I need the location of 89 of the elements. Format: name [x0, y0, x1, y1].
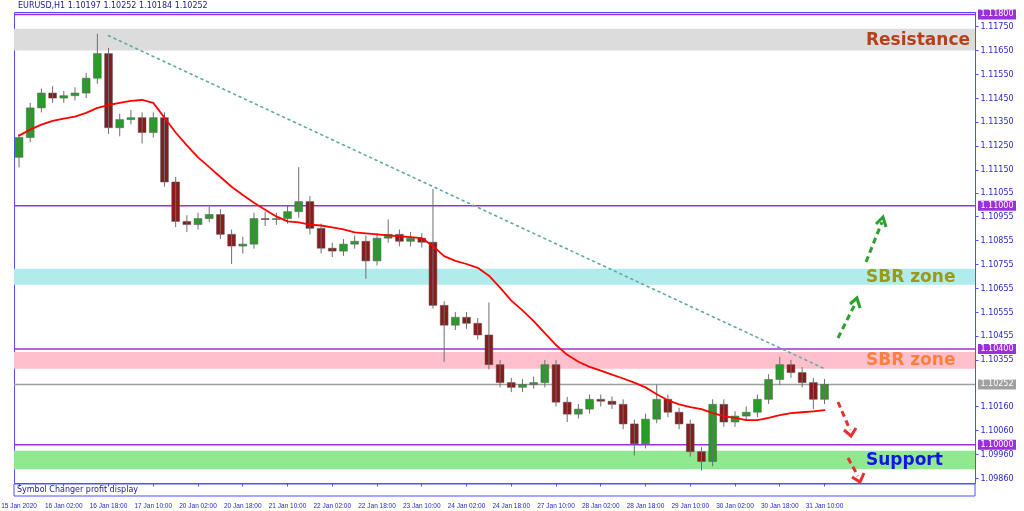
candlestick: [507, 377, 516, 393]
y-tick-label: 1.10755: [980, 259, 1014, 269]
ref-line-label: 1.10000: [980, 439, 1014, 449]
candlestick: [518, 378, 527, 393]
candlestick: [473, 317, 482, 341]
candlestick: [719, 398, 729, 428]
candlestick: [462, 311, 471, 330]
candlestick: [764, 373, 773, 405]
candlestick: [160, 111, 169, 188]
candlestick: [742, 405, 751, 422]
y-tick-label: 1.11250: [980, 141, 1014, 151]
candlestick: [786, 359, 796, 379]
candlestick: [26, 102, 35, 143]
y-tick-label: 1.10555: [980, 307, 1014, 317]
ref-line-label: 1.11000: [980, 200, 1014, 210]
candlestick: [37, 88, 46, 113]
candlestick: [618, 398, 628, 430]
candlestick: [551, 359, 561, 407]
band-label: Resistance: [866, 28, 970, 49]
candlestick: [686, 419, 695, 458]
candlestick: [149, 111, 158, 139]
y-tick-label: 1.10060: [980, 425, 1014, 435]
candlestick: [529, 376, 538, 390]
y-tick-label: 1.10955: [980, 211, 1014, 221]
y-tick-label: 1.10455: [980, 331, 1014, 341]
candlestick: [574, 403, 583, 419]
candlestick: [775, 356, 784, 386]
candlestick: [372, 232, 382, 266]
candlestick: [361, 235, 371, 280]
candlestick: [585, 394, 594, 415]
candlestick: [820, 378, 829, 405]
candlestick: [350, 235, 359, 250]
candlestick: [14, 133, 24, 168]
candlestick: [294, 166, 303, 219]
candlestick: [70, 86, 80, 101]
y-tick-label: 1.09860: [980, 473, 1014, 483]
candlestick: [451, 311, 460, 331]
y-tick-label: 1.09960: [980, 449, 1014, 459]
ref-line-label: 1.11800: [980, 9, 1014, 19]
candlestick: [797, 366, 807, 388]
chart-title: EURUSD,H1 1.10197 1.10252 1.10184 1.10252: [18, 1, 208, 10]
candlestick: [93, 33, 102, 85]
candlestick: [115, 113, 124, 137]
candlestick: [59, 90, 68, 104]
candlestick: [238, 236, 247, 254]
ref-line-label: 1.10400: [980, 344, 1014, 354]
candlestick: [596, 394, 605, 407]
y-tick-label: 1.11350: [980, 117, 1014, 127]
candlestick: [439, 300, 449, 363]
ref-line-label: 1.10252: [980, 379, 1014, 389]
y-tick-label: 1.10655: [980, 283, 1014, 293]
candlestick: [81, 72, 91, 99]
candlestick: [104, 47, 113, 135]
y-tick-label: 1.11055: [980, 188, 1014, 198]
text: Symbol Changer profit display: [17, 485, 139, 494]
candlestick: [249, 212, 259, 250]
candlestick: [753, 394, 762, 418]
candlestick: [216, 208, 225, 240]
y-tick-label: 1.11450: [980, 93, 1014, 103]
candlestick: [652, 384, 661, 424]
y-tick-label: 1.10355: [980, 355, 1014, 365]
candlestick: [205, 206, 214, 223]
candlestick: [563, 396, 572, 423]
candlestick: [193, 212, 203, 231]
candlestick: [809, 377, 818, 410]
y-tick-label: 1.11150: [980, 165, 1014, 175]
candlestick: [227, 229, 236, 265]
candlestick: [339, 238, 348, 257]
candlestick: [126, 109, 136, 125]
candlestick: [630, 419, 639, 457]
candlestick: [171, 176, 180, 228]
candlestick: [48, 85, 57, 104]
y-tick-label: 1.11650: [980, 45, 1014, 55]
candlestick: [540, 359, 550, 388]
candlestick: [260, 211, 270, 227]
y-tick-label: 1.11750: [980, 21, 1014, 31]
candlestick: [328, 242, 337, 258]
candlestick: [428, 188, 438, 309]
candlestick: [708, 398, 717, 467]
candlestick: [641, 413, 650, 449]
candlestick: [607, 395, 617, 410]
candlestick: [697, 446, 706, 471]
candlestick: [182, 214, 192, 233]
band-label: SBR zone: [866, 265, 956, 286]
y-tick-label: 1.11550: [980, 69, 1014, 79]
band-label: SBR zone: [866, 349, 956, 370]
y-tick-label: 1.10160: [980, 401, 1014, 411]
band-label: Support: [866, 449, 943, 470]
y-tick-label: 1.10855: [980, 235, 1014, 245]
